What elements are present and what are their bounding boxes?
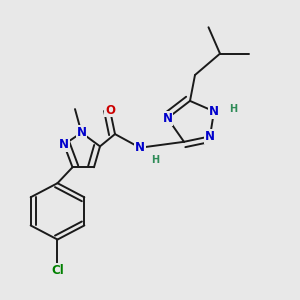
Text: N: N bbox=[163, 112, 172, 125]
Text: N: N bbox=[135, 141, 145, 154]
Text: H: H bbox=[229, 104, 237, 114]
Text: N: N bbox=[76, 126, 86, 139]
Text: Cl: Cl bbox=[51, 264, 64, 277]
Text: O: O bbox=[105, 103, 115, 116]
Text: N: N bbox=[59, 138, 69, 151]
Text: N: N bbox=[205, 130, 215, 143]
Text: N: N bbox=[209, 105, 219, 118]
Text: H: H bbox=[151, 155, 159, 166]
